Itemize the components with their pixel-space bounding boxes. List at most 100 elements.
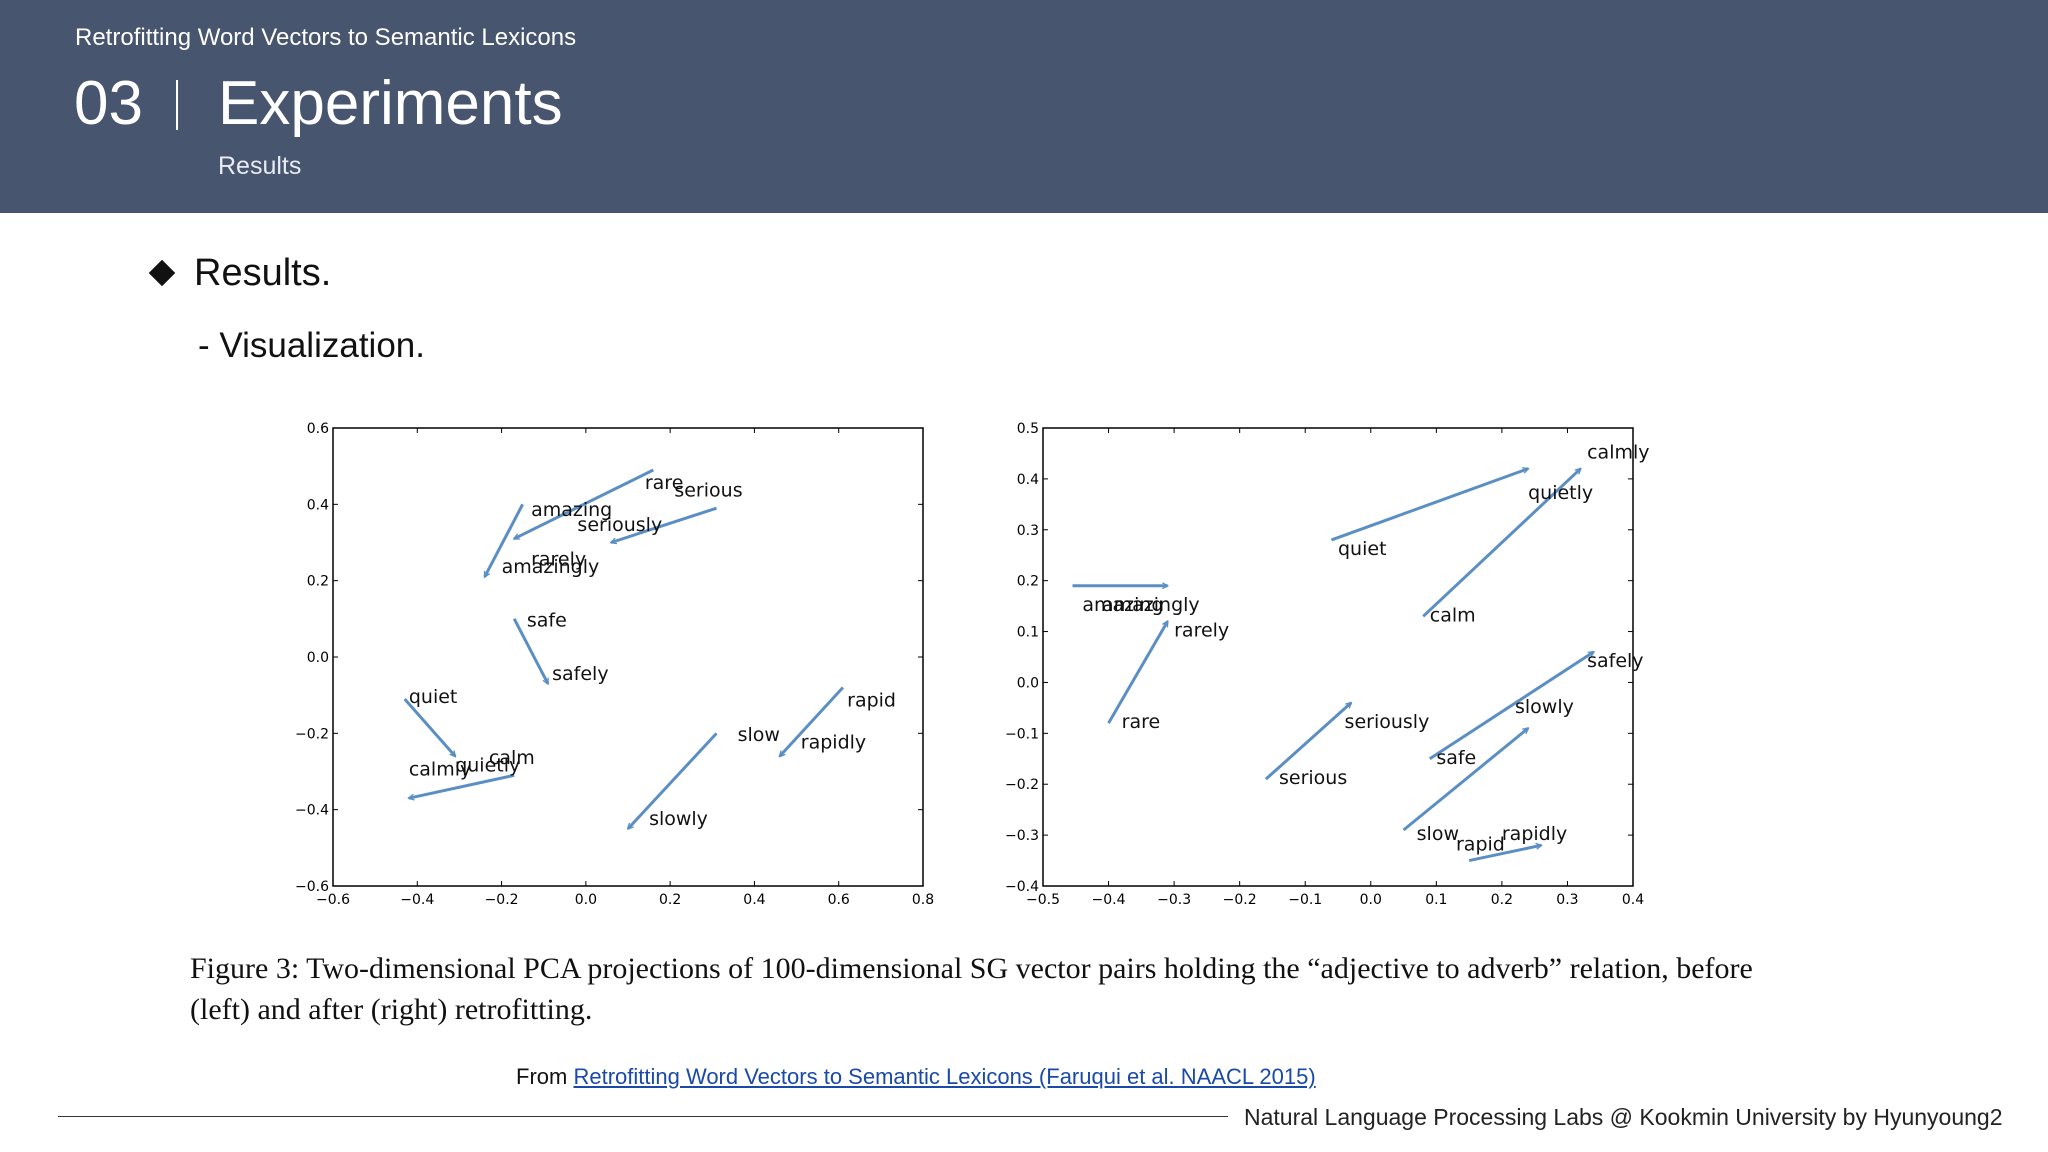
word-label: seriously	[577, 514, 662, 536]
word-label: rapidly	[801, 732, 866, 754]
word-label: slowly	[1515, 696, 1574, 718]
vector-arrow	[512, 618, 550, 684]
vector-arrow	[628, 732, 718, 828]
y-tick-label: 0.0	[307, 650, 329, 666]
word-label: serious	[674, 480, 742, 502]
footer-divider	[58, 1116, 1228, 1117]
word-label: rarely	[531, 548, 586, 570]
x-tick-label: −0.4	[400, 892, 434, 908]
section-title: Experiments	[218, 69, 563, 138]
vector-arrow	[1107, 621, 1169, 724]
x-tick-label: −0.3	[1157, 892, 1191, 908]
pca-chart-before: −0.6 −0.4 −0.2 0.0 0.2 0.4 0.6 0.8 −0.6 −0.4 −0.2 0…	[295, 421, 934, 908]
x-tick-label: −0.4	[1092, 892, 1126, 908]
x-tick-label: 0.2	[659, 892, 681, 908]
word-label: calm	[489, 747, 535, 769]
word-label: quiet	[1338, 538, 1387, 560]
y-tick-label: 0.3	[1017, 523, 1039, 539]
y-tick-label: −0.6	[295, 879, 329, 895]
vector-arrow	[1468, 845, 1541, 863]
vector-arrow	[403, 697, 456, 756]
sub-bullet: - Visualization.	[198, 326, 425, 365]
word-label: safely	[1587, 650, 1643, 672]
y-tick-label: 0.4	[307, 497, 329, 513]
y-tick-label: −0.1	[1005, 726, 1039, 742]
y-tick-label: 0.4	[1017, 472, 1039, 488]
section-number: 03	[74, 69, 143, 138]
word-label: serious	[1279, 767, 1347, 789]
y-tick-label: −0.4	[1005, 879, 1039, 895]
word-label: quietly	[455, 755, 520, 777]
word-label: quietly	[1528, 482, 1593, 504]
word-label: rare	[645, 472, 684, 494]
diamond-bullet-icon	[148, 259, 176, 287]
source-prefix: From	[516, 1064, 568, 1089]
word-label: amazing	[1082, 594, 1163, 616]
x-tick-label: 0.1	[1425, 892, 1447, 908]
word-label: slow	[1417, 823, 1459, 845]
y-tick-label: −0.2	[1005, 777, 1039, 793]
vector-arrow	[514, 468, 654, 541]
word-label: rare	[1122, 711, 1161, 733]
word-label: amazingly	[502, 556, 600, 578]
figure-caption: Figure 3: Two-dimensional PCA projection…	[190, 952, 1753, 1026]
y-tick-label: −0.3	[1005, 828, 1039, 844]
y-tick-label: 0.6	[307, 421, 329, 437]
bullet-heading: Results.	[194, 252, 332, 294]
word-label: calmly	[409, 758, 471, 780]
footer-credit: Natural Language Processing Labs @ Kookm…	[1244, 1104, 2003, 1130]
y-tick-label: −0.4	[295, 803, 329, 819]
word-label: slowly	[649, 808, 708, 830]
word-label: amazingly	[1102, 594, 1200, 616]
vector-arrow	[1264, 703, 1351, 781]
word-label: amazing	[531, 499, 612, 521]
vector-arrow	[611, 506, 717, 542]
vector-arrow	[409, 773, 515, 798]
x-tick-label: 0.8	[912, 892, 934, 908]
section-divider	[176, 80, 178, 130]
word-label: calm	[1430, 604, 1476, 626]
y-tick-label: 0.0	[1017, 675, 1039, 691]
source-link[interactable]: Retrofitting Word Vectors to Semantic Le…	[573, 1064, 1316, 1089]
x-tick-label: −0.2	[485, 892, 519, 908]
deck-title: Retrofitting Word Vectors to Semantic Le…	[75, 24, 577, 51]
vector-arrow	[1428, 650, 1594, 761]
x-tick-label: 0.0	[1360, 892, 1382, 908]
y-tick-label: 0.2	[307, 574, 329, 590]
section-subtitle: Results	[218, 152, 302, 180]
vector-arrow	[1402, 728, 1529, 832]
plot-frame	[332, 427, 924, 887]
x-tick-label: −0.5	[1026, 892, 1060, 908]
word-label: safely	[552, 663, 608, 685]
word-label: slow	[738, 724, 780, 746]
plot-frame	[1042, 427, 1634, 887]
word-label: rapidly	[1502, 823, 1567, 845]
slide-header: Retrofitting Word Vectors to Semantic Le…	[0, 0, 2048, 213]
word-label: safe	[527, 609, 567, 631]
word-label: quiet	[409, 686, 458, 708]
x-tick-label: 0.4	[1622, 892, 1644, 908]
vector-arrow	[1330, 469, 1528, 542]
y-tick-label: 0.2	[1017, 574, 1039, 590]
vector-arrow	[483, 503, 524, 577]
word-label: safe	[1436, 747, 1476, 769]
x-tick-label: −0.6	[316, 892, 350, 908]
x-tick-label: 0.4	[743, 892, 765, 908]
x-tick-label: 0.0	[575, 892, 597, 908]
x-tick-label: −0.1	[1288, 892, 1322, 908]
word-label: calmly	[1587, 442, 1649, 464]
word-label: rarely	[1174, 620, 1229, 642]
word-label: rapid	[847, 690, 896, 712]
x-tick-label: 0.3	[1556, 892, 1578, 908]
x-tick-label: 0.2	[1491, 892, 1513, 908]
y-tick-label: 0.5	[1017, 421, 1039, 437]
word-label: seriously	[1345, 711, 1430, 733]
x-tick-label: −0.2	[1223, 892, 1257, 908]
x-tick-label: 0.6	[828, 892, 850, 908]
y-tick-label: 0.1	[1017, 625, 1039, 641]
y-tick-label: −0.2	[295, 726, 329, 742]
pca-chart-after: −0.5 −0.4 −0.3 −0.2 −0.1 0.0 0.1 0.2 0.3 0.4−0.4−…	[1005, 421, 1650, 908]
vector-arrow	[1422, 469, 1580, 618]
vector-arrow	[780, 686, 845, 757]
word-label: rapid	[1456, 833, 1505, 855]
